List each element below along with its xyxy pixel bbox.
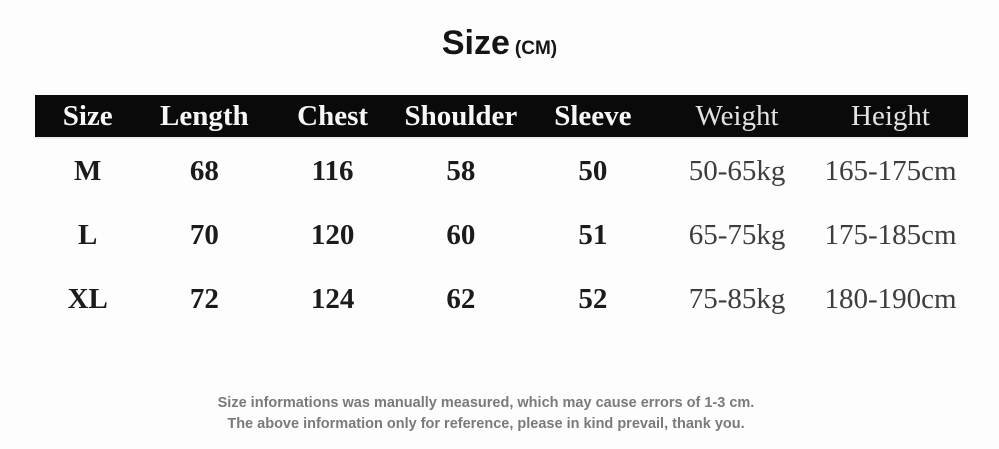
cell-size: XL <box>67 282 108 315</box>
cell-sleeve: 51 <box>578 218 608 251</box>
cell-length: 68 <box>189 154 219 187</box>
cell-size: M <box>74 154 102 187</box>
cell-size: L <box>78 218 98 251</box>
cell-length: 70 <box>189 218 219 251</box>
cell-weight: 75-85kg <box>688 282 786 315</box>
table-row-m: M 68 116 58 50 50-65kg 165-175cm <box>35 139 968 203</box>
column-header-weight: Weight <box>695 99 779 132</box>
table-row-l: L 70 120 60 51 65-75kg 175-185cm <box>35 203 968 267</box>
table-body: M 68 116 58 50 50-65kg 165-175cm L 70 12… <box>35 139 968 331</box>
cell-chest: 120 <box>310 218 355 251</box>
title-unit: (CM) <box>514 38 558 59</box>
cell-length: 72 <box>189 282 219 315</box>
cell-height: 175-185cm <box>824 218 957 251</box>
disclaimer-line-2: The above information only for reference… <box>227 416 745 432</box>
cell-weight: 65-75kg <box>688 218 786 251</box>
cell-weight: 50-65kg <box>688 154 786 187</box>
cell-height: 180-190cm <box>824 282 957 315</box>
table-row-xl: XL 72 124 62 52 75-85kg 180-190cm <box>35 267 968 331</box>
column-header-shoulder: Shoulder <box>404 99 518 132</box>
cell-height: 165-175cm <box>824 154 957 187</box>
disclaimer-text: Size informations was manually measured,… <box>0 393 972 435</box>
column-header-height: Height <box>851 99 930 132</box>
column-header-length: Length <box>160 99 249 132</box>
title-text: Size <box>441 24 510 62</box>
cell-shoulder: 62 <box>446 282 476 315</box>
cell-shoulder: 58 <box>446 154 476 187</box>
table-header-row: Size Length Chest Shoulder Sleeve Weight… <box>35 95 968 137</box>
column-header-size: Size <box>62 99 113 132</box>
cell-shoulder: 60 <box>446 218 476 251</box>
page-title: Size (CM) <box>0 24 999 63</box>
cell-sleeve: 50 <box>578 154 608 187</box>
column-header-sleeve: Sleeve <box>554 99 632 132</box>
cell-chest: 124 <box>310 282 355 315</box>
cell-sleeve: 52 <box>578 282 608 315</box>
disclaimer-line-1: Size informations was manually measured,… <box>217 395 755 411</box>
column-header-chest: Chest <box>297 99 369 132</box>
cell-chest: 116 <box>311 154 354 187</box>
